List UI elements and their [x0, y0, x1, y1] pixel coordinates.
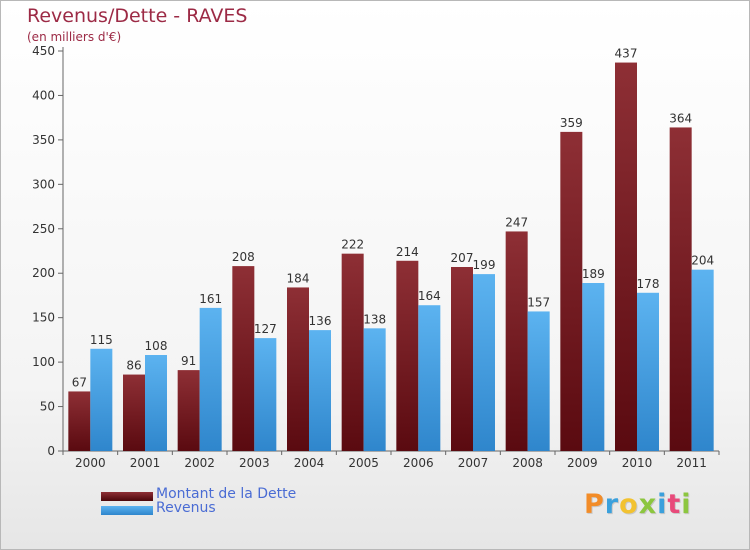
x-tick-label: 2000 [75, 456, 106, 470]
y-tick-label: 300 [32, 177, 55, 191]
y-tick-label: 400 [32, 88, 55, 102]
bar-dette [451, 267, 473, 451]
bar-revenus [527, 311, 550, 451]
x-tick-label: 2011 [676, 456, 707, 470]
x-tick-label: 2005 [348, 456, 379, 470]
legend-label-revenus: Revenus [156, 500, 216, 516]
data-label-dette: 184 [287, 271, 310, 285]
y-tick-label: 150 [32, 311, 55, 325]
y-tick-label: 450 [32, 44, 55, 58]
x-tick-label: 2002 [184, 456, 215, 470]
data-label-revenus: 199 [473, 258, 496, 272]
data-label-revenus: 127 [254, 322, 277, 336]
bar-dette [615, 62, 637, 452]
bar-revenus [90, 348, 113, 451]
bar-dette [396, 260, 419, 451]
data-label-revenus: 164 [418, 289, 441, 303]
bar-dette [669, 127, 692, 451]
data-label-dette: 91 [181, 354, 196, 368]
bar-revenus [145, 355, 167, 451]
legend-swatch-dette [101, 492, 153, 501]
bar-dette [123, 374, 145, 451]
data-label-dette: 359 [560, 116, 583, 130]
chart-subtitle: (en milliers d'€) [27, 30, 122, 44]
data-label-revenus: 108 [145, 339, 168, 353]
bar-dette [560, 131, 583, 451]
data-label-dette: 207 [451, 251, 474, 265]
data-label-revenus: 138 [363, 312, 386, 326]
proxiti-logo: Proxiti [584, 489, 692, 520]
data-label-dette: 86 [126, 359, 141, 373]
legend-swatch-revenus [101, 506, 153, 515]
bar-revenus [691, 269, 714, 451]
data-label-dette: 67 [72, 375, 87, 389]
x-tick-label: 2006 [403, 456, 434, 470]
data-label-revenus: 115 [90, 333, 113, 347]
bar-revenus [254, 338, 277, 451]
data-label-revenus: 178 [637, 277, 660, 291]
bar-revenus [363, 328, 386, 451]
bar-dette [68, 391, 91, 451]
data-label-dette: 437 [615, 47, 638, 61]
y-tick-label: 250 [32, 222, 55, 236]
data-label-revenus: 161 [199, 292, 222, 306]
bar-revenus [418, 305, 441, 451]
bar-revenus [199, 307, 222, 451]
data-label-revenus: 204 [691, 254, 714, 268]
x-tick-label: 2003 [239, 456, 270, 470]
data-label-dette: 222 [341, 238, 364, 252]
legend-label-dette: Montant de la Dette [156, 486, 297, 502]
x-tick-label: 2004 [294, 456, 325, 470]
y-tick-label: 100 [32, 355, 55, 369]
bar-dette [505, 231, 528, 451]
data-label-dette: 247 [505, 215, 528, 229]
bar-dette [177, 370, 200, 451]
x-tick-label: 2010 [622, 456, 653, 470]
data-label-dette: 214 [396, 245, 419, 259]
chart-title: Revenus/Dette - RAVES [27, 5, 248, 27]
data-label-revenus: 189 [582, 267, 605, 281]
data-label-dette: 364 [669, 111, 692, 125]
x-tick-label: 2007 [458, 456, 489, 470]
bar-revenus [473, 274, 495, 451]
data-label-dette: 208 [232, 250, 255, 264]
y-tick-label: 350 [32, 133, 55, 147]
y-tick-label: 200 [32, 266, 55, 280]
x-tick-label: 2001 [130, 456, 161, 470]
data-label-revenus: 157 [527, 295, 550, 309]
bar-dette [287, 287, 309, 451]
bar-dette [232, 266, 255, 451]
data-label-revenus: 136 [309, 314, 332, 328]
bar-revenus [309, 330, 331, 451]
y-tick-label: 0 [47, 444, 55, 458]
x-tick-label: 2009 [567, 456, 598, 470]
bar-revenus [582, 283, 605, 451]
y-tick-label: 50 [40, 400, 55, 414]
bar-dette [341, 253, 364, 451]
bar-revenus [637, 292, 659, 451]
x-tick-label: 2008 [512, 456, 543, 470]
